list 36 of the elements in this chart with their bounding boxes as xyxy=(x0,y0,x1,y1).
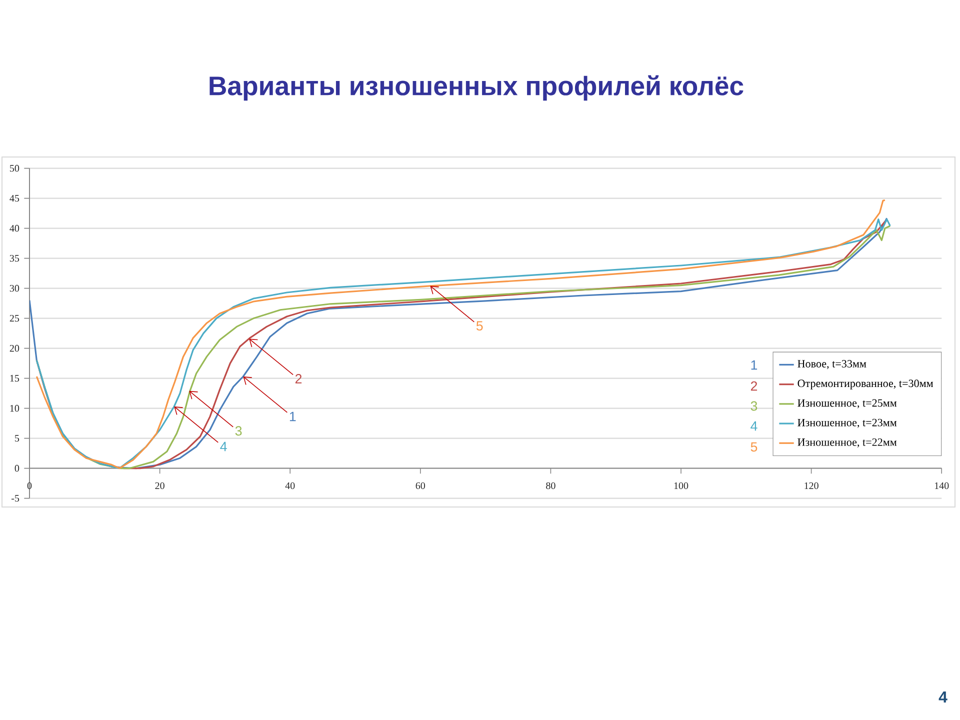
annotation: 1 xyxy=(751,360,758,370)
y-tick-label: 35 xyxy=(10,254,20,262)
x-tick-label: 80 xyxy=(546,482,556,490)
x-tick-label: 40 xyxy=(285,482,295,490)
annotation: 4 xyxy=(750,421,758,431)
y-tick-label: 0 xyxy=(14,464,20,472)
annotation: 2 xyxy=(750,381,758,391)
y-tick-label: 50 xyxy=(10,164,20,172)
chart-title: Варианты изношенных профилей колёс xyxy=(210,75,744,101)
annotation: 1 xyxy=(290,412,296,422)
y-tick-label: 45 xyxy=(10,194,20,202)
legend-label: Изношенное, t=22мм xyxy=(798,438,897,448)
y-tick-label: 10 xyxy=(10,404,20,412)
legend-label: Отремонтированное, t=30мм xyxy=(798,380,934,390)
y-tick-label: 40 xyxy=(10,224,20,232)
x-tick-label: 140 xyxy=(934,482,949,490)
legend-label: Изношенное, t=23мм xyxy=(798,418,897,428)
x-tick-label: 100 xyxy=(674,482,688,490)
x-tick-label: 120 xyxy=(804,482,818,490)
annotation: 3 xyxy=(235,426,242,436)
annotation: 5 xyxy=(476,321,483,331)
annotation: 4 xyxy=(220,442,227,452)
y-tick-label: 25 xyxy=(10,314,20,322)
x-tick-label: 20 xyxy=(155,482,164,490)
annotation: 3 xyxy=(750,401,758,411)
annotation: 5 xyxy=(750,442,758,452)
legend-label: Изношенное, t=25мм xyxy=(798,399,897,408)
annotation: 2 xyxy=(295,374,302,384)
y-tick-label: 20 xyxy=(10,344,20,352)
y-tick-label: 30 xyxy=(10,284,20,292)
x-tick-label: 60 xyxy=(416,482,426,490)
text: 4 xyxy=(938,691,948,702)
y-tick-label: -5 xyxy=(12,494,20,502)
y-tick-label: 5 xyxy=(15,434,20,442)
y-tick-label: 15 xyxy=(10,374,20,382)
legend-label: Новое, t=33мм xyxy=(798,360,866,370)
